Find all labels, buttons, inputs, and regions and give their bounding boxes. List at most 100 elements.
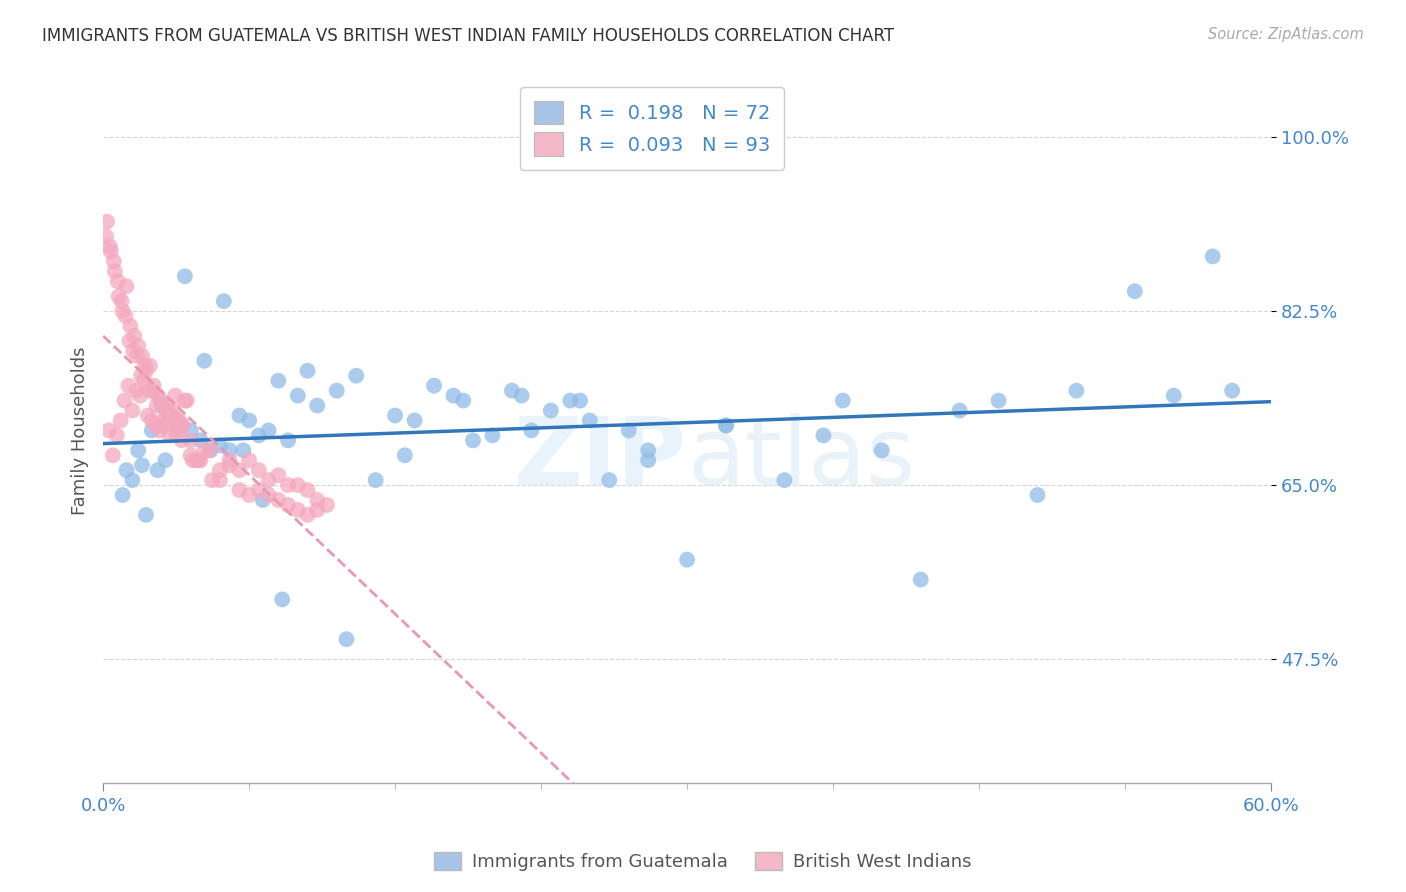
Point [117, 378, 139, 392]
Point [228, 483, 250, 497]
Point [180, 434, 202, 448]
Point [155, 403, 177, 417]
Point [115, 463, 138, 477]
Point [96, 214, 118, 228]
Point [127, 349, 149, 363]
Point [335, 632, 357, 647]
Point [114, 309, 136, 323]
Point [135, 508, 157, 522]
Point [578, 413, 600, 427]
Point [157, 409, 180, 423]
Point [152, 413, 174, 427]
Point [193, 443, 215, 458]
Point [124, 329, 146, 343]
Point [135, 364, 157, 378]
Point [297, 364, 319, 378]
Point [98, 424, 121, 438]
Point [121, 403, 143, 417]
Point [212, 294, 235, 309]
Point [218, 453, 240, 467]
Point [190, 434, 212, 448]
Point [115, 279, 138, 293]
Point [232, 443, 254, 458]
Point [146, 389, 169, 403]
Point [167, 413, 190, 427]
Point [252, 493, 274, 508]
Point [110, 413, 132, 427]
Point [1163, 389, 1185, 403]
Point [714, 418, 737, 433]
Point [520, 424, 543, 438]
Point [155, 453, 177, 467]
Point [170, 418, 193, 433]
Point [173, 269, 195, 284]
Point [773, 473, 796, 487]
Point [198, 443, 221, 458]
Point [146, 463, 169, 477]
Point [111, 304, 134, 318]
Point [101, 448, 124, 462]
Point [134, 359, 156, 373]
Point [287, 478, 309, 492]
Point [277, 434, 299, 448]
Point [617, 424, 640, 438]
Point [132, 374, 155, 388]
Point [510, 389, 533, 403]
Point [813, 428, 835, 442]
Point [159, 428, 181, 442]
Point [238, 453, 260, 467]
Point [107, 289, 129, 303]
Point [170, 434, 193, 448]
Point [218, 443, 240, 458]
Point [307, 493, 329, 508]
Point [165, 389, 187, 403]
Point [100, 244, 122, 259]
Point [104, 264, 127, 278]
Point [910, 573, 932, 587]
Point [267, 468, 290, 483]
Point [141, 424, 163, 438]
Point [1066, 384, 1088, 398]
Point [180, 424, 202, 438]
Point [111, 294, 134, 309]
Point [145, 399, 167, 413]
Point [156, 399, 179, 413]
Point [218, 458, 240, 473]
Point [461, 434, 484, 448]
Point [451, 393, 474, 408]
Point [150, 393, 173, 408]
Point [138, 384, 160, 398]
Point [142, 384, 165, 398]
Point [139, 359, 162, 373]
Point [714, 418, 737, 433]
Point [831, 393, 853, 408]
Point [238, 413, 260, 427]
Point [307, 503, 329, 517]
Point [165, 428, 187, 442]
Point [172, 418, 194, 433]
Point [170, 418, 193, 433]
Point [208, 473, 231, 487]
Point [107, 274, 129, 288]
Point [676, 552, 699, 566]
Point [987, 393, 1010, 408]
Point [423, 378, 446, 392]
Point [125, 384, 148, 398]
Point [316, 498, 339, 512]
Point [122, 343, 145, 358]
Point [208, 438, 231, 452]
Point [187, 453, 209, 467]
Point [637, 453, 659, 467]
Point [287, 503, 309, 517]
Point [166, 424, 188, 438]
Point [131, 349, 153, 363]
Point [344, 368, 367, 383]
Point [870, 443, 893, 458]
Point [297, 483, 319, 497]
Point [180, 448, 202, 462]
Point [94, 229, 117, 244]
Point [501, 384, 523, 398]
Point [176, 393, 198, 408]
Point [198, 443, 221, 458]
Point [118, 334, 141, 348]
